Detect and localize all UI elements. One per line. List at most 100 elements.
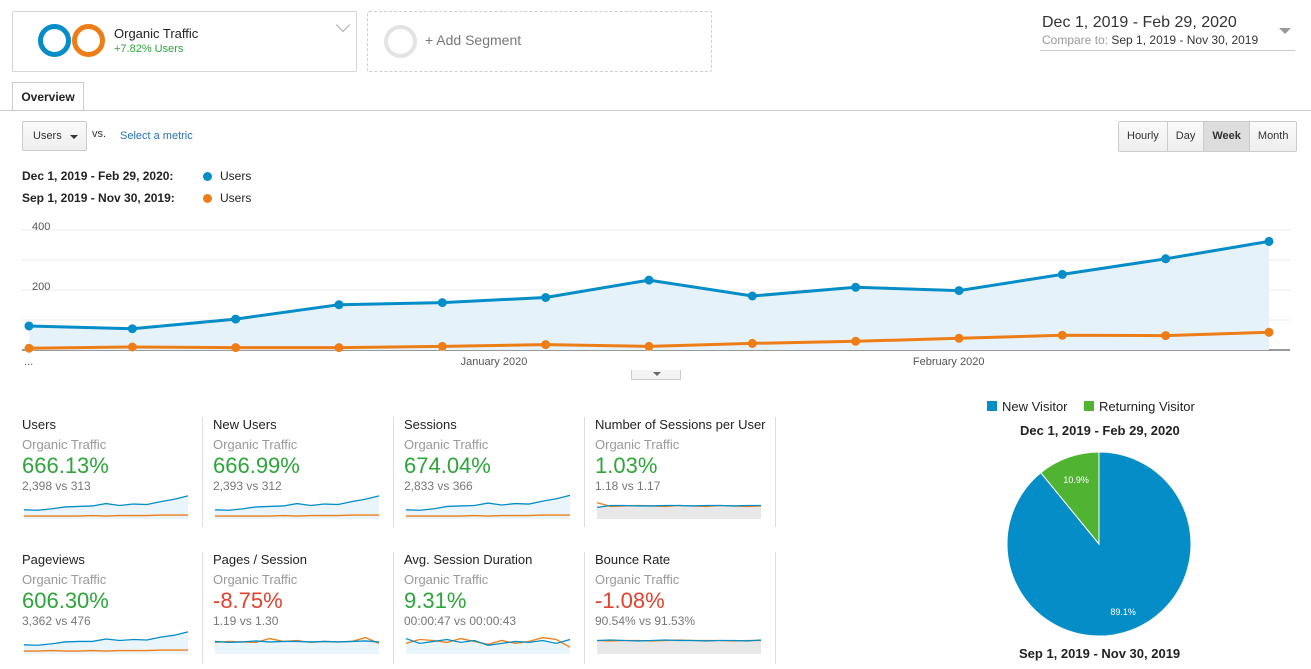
sparkline-area — [215, 495, 379, 519]
metric-tile[interactable]: Number of Sessions per User Organic Traff… — [595, 417, 775, 527]
metric-tile[interactable]: Pages / Session Organic Traffic -8.75% 1.19… — [213, 552, 393, 662]
metric-change: -8.75% — [213, 588, 283, 613]
metric-segment: Organic Traffic — [595, 437, 680, 452]
granularity-day[interactable]: Day — [1167, 122, 1205, 151]
data-point[interactable] — [437, 341, 447, 351]
metric-tile[interactable]: New Users Organic Traffic 666.99% 2,393 vs … — [213, 417, 393, 527]
compare-label: Compare to: — [1042, 33, 1109, 47]
metric-comparison: 3,362 vs 476 — [22, 614, 91, 628]
tile-divider — [202, 417, 203, 527]
collapse-chart-toggle[interactable] — [631, 370, 681, 380]
legend-returning-visitor: Returning Visitor — [1099, 399, 1195, 414]
data-point[interactable] — [954, 333, 964, 343]
data-point[interactable] — [1264, 236, 1274, 246]
legend-new-visitor-icon — [987, 401, 997, 411]
data-point[interactable] — [747, 338, 757, 348]
data-point[interactable] — [1264, 327, 1274, 337]
data-point[interactable] — [644, 275, 654, 285]
tile-divider — [584, 552, 585, 664]
metric-segment: Organic Traffic — [213, 572, 298, 587]
metric-comparison: 00:00:47 vs 00:00:43 — [404, 614, 517, 628]
metric-comparison: 90.54% vs 91.53% — [595, 614, 696, 628]
data-point[interactable] — [127, 342, 137, 352]
data-point[interactable] — [1057, 269, 1067, 279]
metric-tile[interactable]: Bounce Rate Organic Traffic -1.08% 90.54% v… — [595, 552, 775, 662]
series-area-current — [29, 241, 1269, 350]
y-tick-label: 200 — [32, 281, 50, 293]
chevron-down-icon[interactable] — [335, 17, 351, 33]
pie-slice-label: 89.1% — [1110, 607, 1136, 617]
sparkline-current — [214, 495, 380, 511]
date-range-main[interactable]: Dec 1, 2019 - Feb 29, 2020 — [1042, 14, 1237, 31]
metric-name: Pages / Session — [213, 552, 307, 567]
data-point[interactable] — [541, 340, 551, 350]
data-point[interactable] — [231, 314, 241, 324]
data-point[interactable] — [1161, 254, 1171, 264]
sparkline-area — [406, 495, 570, 519]
sparkline-current — [23, 495, 189, 511]
metric-comparison: 2,398 vs 313 — [22, 479, 91, 493]
sparkline — [23, 495, 189, 519]
metric-comparison: 2,833 vs 366 — [404, 479, 473, 493]
sparkline-previous — [405, 636, 571, 648]
data-point[interactable] — [127, 324, 137, 334]
date-range-underline — [1040, 50, 1295, 51]
visitor-type-pie[interactable]: 89.1% 10.9% — [1000, 445, 1200, 645]
data-point[interactable] — [334, 343, 344, 353]
data-point[interactable] — [24, 321, 34, 331]
x-tick-label: February 2020 — [913, 356, 985, 368]
metric-tile[interactable]: Pageviews Organic Traffic 606.30% 3,362 vs … — [22, 552, 202, 662]
tile-divider — [775, 417, 776, 527]
metric-change: 9.31% — [404, 588, 467, 613]
metric-name: Avg. Session Duration — [404, 552, 533, 567]
caret-down-icon — [70, 135, 78, 139]
data-point[interactable] — [644, 341, 654, 351]
metric-tile[interactable]: Users Organic Traffic 666.13% 2,398 vs 313 — [22, 417, 202, 527]
sparkline-area — [24, 495, 188, 519]
pie-title-previous: Sep 1, 2019 - Nov 30, 2019 — [1019, 646, 1181, 661]
data-point[interactable] — [954, 286, 964, 296]
tile-divider — [393, 552, 394, 664]
data-point[interactable] — [437, 298, 447, 308]
sparkline-area — [597, 505, 761, 519]
date-dropdown-icon[interactable] — [1279, 28, 1291, 34]
metric-change: 666.13% — [22, 453, 109, 478]
x-tick-label: January 2020 — [461, 356, 528, 368]
data-point[interactable] — [231, 343, 241, 353]
data-point[interactable] — [851, 336, 861, 346]
date-range-compare[interactable]: Compare to: Sep 1, 2019 - Nov 30, 2019 — [1042, 33, 1258, 47]
granularity-hourly[interactable]: Hourly — [1119, 122, 1168, 151]
chevron-down-icon — [653, 372, 661, 376]
add-segment-button[interactable]: + Add Segment — [367, 11, 712, 72]
data-point[interactable] — [1161, 331, 1171, 341]
legend-metric-current: Users — [220, 169, 252, 183]
sparkline — [214, 495, 380, 519]
select-metric-link[interactable]: Select a metric — [120, 130, 193, 142]
data-point[interactable] — [747, 291, 757, 301]
metric-change: 674.04% — [404, 453, 491, 478]
metric-segment: Organic Traffic — [595, 572, 680, 587]
sparkline-previous — [215, 514, 379, 517]
metric-select[interactable]: Users — [22, 121, 87, 151]
users-line-chart[interactable]: 400 200... January 2020 February 2020 — [0, 210, 1311, 372]
data-point[interactable] — [334, 300, 344, 310]
granularity-week[interactable]: Week — [1204, 122, 1250, 151]
comparison-ring-icon — [72, 24, 105, 57]
data-point[interactable] — [24, 343, 34, 353]
segment-card[interactable]: Organic Traffic +7.82% Users — [12, 11, 357, 72]
granularity-buttons: Hourly Day Week Month — [1118, 121, 1298, 152]
metric-tile[interactable]: Sessions Organic Traffic 674.04% 2,833 vs 3… — [404, 417, 584, 527]
legend-dot-previous-icon — [203, 194, 212, 203]
granularity-month[interactable]: Month — [1249, 122, 1297, 151]
tab-overview[interactable]: Overview — [12, 82, 84, 111]
data-point[interactable] — [541, 293, 551, 302]
pie-slice[interactable] — [1040, 451, 1100, 546]
metric-change: 606.30% — [22, 588, 109, 613]
data-point[interactable] — [1057, 330, 1067, 340]
metric-tile[interactable]: Avg. Session Duration Organic Traffic 9.31… — [404, 552, 584, 662]
data-point[interactable] — [851, 282, 861, 292]
legend-range-previous: Sep 1, 2019 - Nov 30, 2019: — [22, 191, 175, 205]
metric-select-value: Users — [33, 130, 62, 142]
metric-name: Sessions — [404, 417, 457, 432]
metric-change: -1.08% — [595, 588, 665, 613]
